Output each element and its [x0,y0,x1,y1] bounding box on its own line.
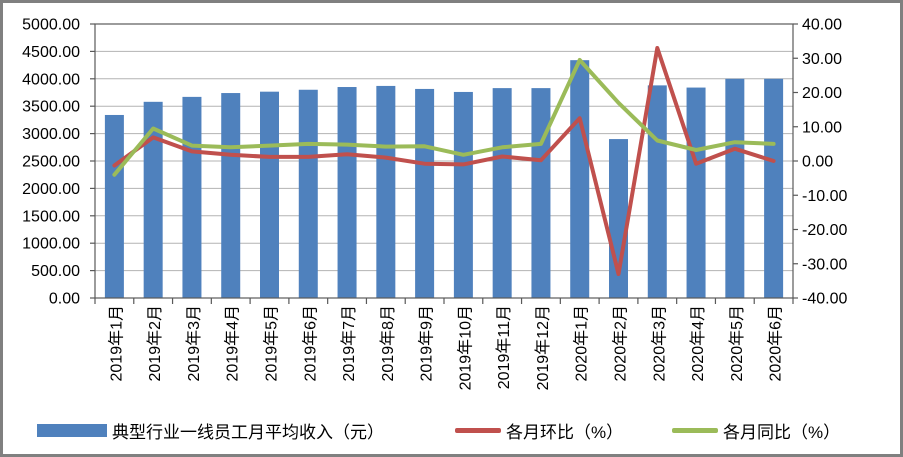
left-axis-tick-label: 3500.00 [22,99,80,116]
x-axis-label: 2020年6月 [767,305,785,382]
income-bar-18 [764,78,784,298]
left-axis-tick-label: 1000.00 [22,236,80,253]
income-bar-7 [337,87,357,299]
income-bar-6 [298,89,318,298]
x-axis-label: 2019年1月 [107,305,125,382]
x-axis-label: 2019年10月 [456,305,474,390]
left-axis-tick-label: 2500.00 [22,154,80,171]
x-axis-label: 2020年1月 [573,305,591,382]
income-bar-13 [570,60,590,298]
income-bar-17 [725,78,745,298]
income-bar-8 [376,85,396,298]
right-axis-tick-label: -20.00 [802,222,847,239]
x-axis-label: 2019年3月 [185,305,203,382]
left-axis-tick-label: 0.00 [49,291,80,308]
income-bar-16 [686,87,706,299]
income-bar-12 [531,88,551,298]
x-axis-label: 2020年3月 [650,305,668,382]
left-axis-tick-label: 5000.00 [22,17,80,34]
x-axis-label: 2020年4月 [689,305,707,382]
x-axis-label: 2020年5月 [728,305,746,382]
right-axis-tick-label: -30.00 [802,256,847,273]
income-bar-4 [221,93,241,298]
right-axis-tick-label: -40.00 [802,291,847,308]
x-axis-label: 2019年8月 [379,305,397,382]
left-axis-tick-label: 2000.00 [22,181,80,198]
x-axis-label: 2019年9月 [418,305,436,382]
x-axis-label: 2019年7月 [340,305,358,382]
left-axis-tick-label: 3000.00 [22,126,80,143]
income-bar-5 [260,91,279,298]
mom-line [112,46,776,276]
left-axis-tick-label: 500.00 [31,263,80,280]
x-axis-label: 2019年6月 [301,305,319,382]
x-axis-label: 2020年2月 [612,305,630,382]
yoy-line [112,58,776,177]
left-axis-tick-label: 1500.00 [22,208,80,225]
income-bar-2 [143,101,163,298]
right-axis-tick-label: -10.00 [802,188,847,205]
right-axis-tick-label: 10.00 [802,119,842,136]
income-bar-3 [182,96,202,298]
left-axis-tick-label: 4500.00 [22,44,80,61]
right-axis-tick-label: 40.00 [802,17,842,34]
right-axis-tick-label: 0.00 [802,154,833,171]
x-axis-label: 2019年4月 [224,305,242,382]
income-bar-10 [453,91,473,299]
right-axis-tick-label: 20.00 [802,85,842,102]
income-bar-1 [104,114,124,298]
x-axis-label: 2019年5月 [263,305,281,382]
income-bar-9 [415,88,435,298]
income-bar-11 [492,88,512,298]
right-axis-tick-label: 30.00 [802,51,842,68]
x-axis-label: 2019年12月 [534,305,552,390]
x-axis-label: 2019年11月 [495,305,513,389]
x-axis-label: 2019年2月 [146,305,164,382]
income-bar-15 [647,85,667,298]
left-axis-tick-label: 4000.00 [22,71,80,88]
